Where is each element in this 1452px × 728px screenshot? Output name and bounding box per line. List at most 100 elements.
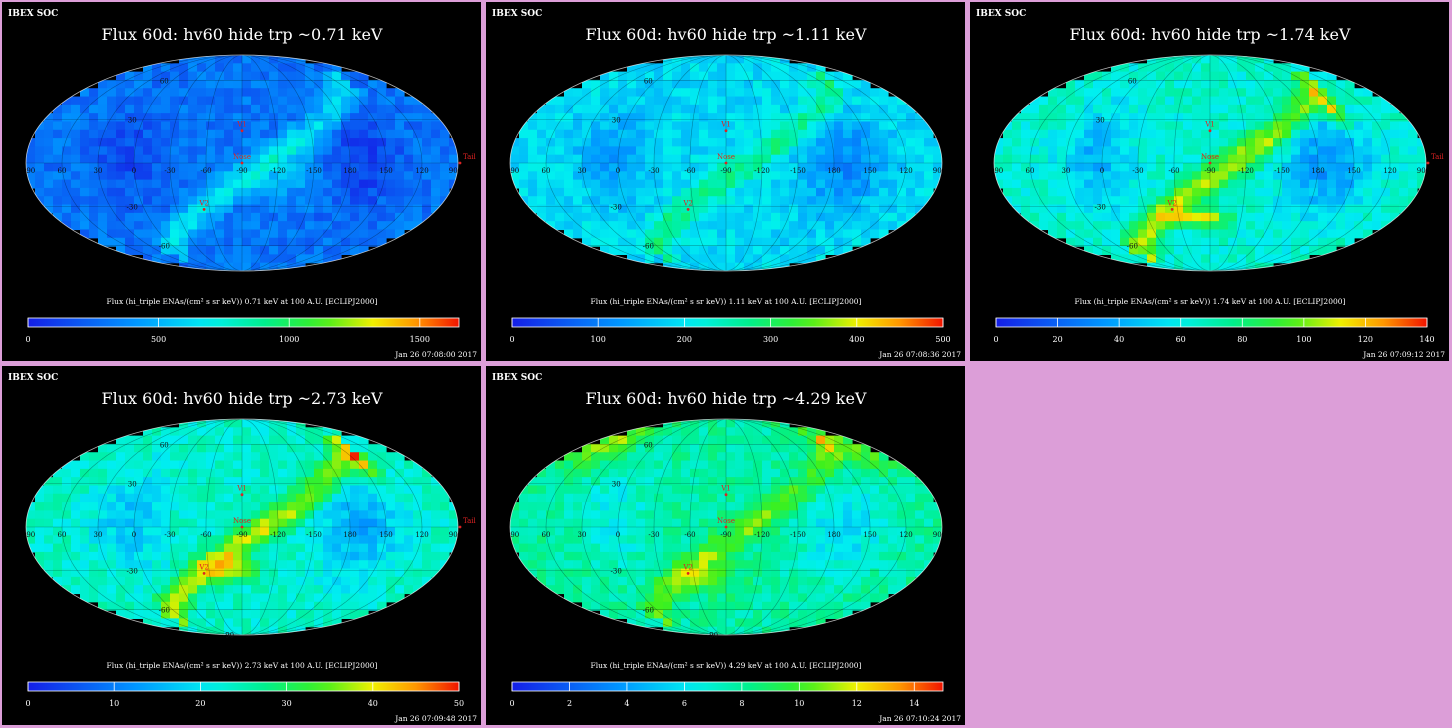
flux-pixel bbox=[1183, 146, 1193, 156]
flux-pixel bbox=[170, 163, 180, 172]
flux-pixel bbox=[1192, 262, 1202, 271]
flux-pixel bbox=[816, 121, 826, 131]
flux-pixel bbox=[224, 146, 234, 156]
flux-pixel bbox=[1156, 113, 1166, 123]
flux-pixel bbox=[1183, 246, 1193, 255]
flux-pixel bbox=[242, 55, 252, 64]
flux-pixel bbox=[897, 104, 907, 114]
flux-pixel bbox=[573, 88, 583, 98]
flux-pixel bbox=[26, 518, 36, 528]
flux-pixel bbox=[233, 204, 243, 214]
flux-pixel bbox=[1174, 179, 1184, 189]
flux-pixel bbox=[618, 576, 628, 586]
flux-pixel bbox=[573, 204, 583, 214]
flux-pixel bbox=[80, 129, 90, 139]
flux-pixel bbox=[1201, 221, 1211, 231]
flux-pixel bbox=[1075, 113, 1085, 123]
flux-pixel bbox=[1372, 212, 1382, 222]
flux-pixel bbox=[233, 493, 243, 503]
flux-pixel bbox=[1192, 63, 1202, 73]
flux-pixel bbox=[350, 510, 360, 520]
flux-pixel bbox=[26, 154, 36, 164]
flux-pixel bbox=[861, 468, 871, 478]
flux-pixel bbox=[834, 246, 844, 255]
flux-pixel bbox=[1327, 229, 1337, 239]
flux-pixel bbox=[1354, 154, 1364, 164]
flux-pixel bbox=[663, 212, 673, 222]
flux-pixel bbox=[296, 212, 306, 222]
flux-pixel bbox=[1183, 71, 1193, 81]
flux-pixel bbox=[735, 104, 745, 114]
flux-pixel bbox=[269, 502, 279, 511]
flux-pixel bbox=[35, 187, 45, 197]
flux-pixel bbox=[98, 527, 108, 536]
flux-pixel bbox=[26, 179, 36, 189]
flux-pixel bbox=[726, 568, 736, 578]
flux-pixel bbox=[672, 427, 682, 437]
flux-pixel bbox=[359, 71, 369, 81]
flux-pixel bbox=[582, 527, 592, 536]
flux-pixel bbox=[924, 163, 934, 172]
flux-pixel bbox=[62, 221, 72, 231]
flux-pixel bbox=[699, 146, 709, 156]
flux-pixel bbox=[206, 246, 216, 255]
flux-pixel bbox=[870, 104, 880, 114]
flux-pixel bbox=[897, 113, 907, 123]
flux-pixel bbox=[53, 543, 63, 553]
flux-pixel bbox=[762, 129, 772, 139]
flux-pixel bbox=[600, 96, 610, 106]
flux-pixel bbox=[1282, 212, 1292, 222]
flux-pixel bbox=[537, 502, 547, 511]
flux-pixel bbox=[404, 179, 414, 189]
flux-pixel bbox=[143, 560, 153, 570]
flux-pixel bbox=[897, 96, 907, 106]
flux-pixel bbox=[924, 154, 934, 164]
flux-pixel bbox=[305, 163, 315, 172]
flux-pixel bbox=[654, 212, 664, 222]
flux-pixel bbox=[89, 212, 99, 222]
flux-pixel bbox=[80, 146, 90, 156]
flux-pixel bbox=[564, 113, 574, 123]
flux-pixel bbox=[816, 246, 826, 255]
flux-pixel bbox=[591, 568, 601, 578]
flux-pixel bbox=[134, 593, 144, 603]
flux-pixel bbox=[422, 121, 432, 131]
flux-pixel bbox=[1129, 204, 1139, 214]
flux-pixel bbox=[555, 154, 565, 164]
flux-pixel bbox=[681, 196, 691, 206]
flux-pixel bbox=[197, 154, 207, 164]
flux-pixel bbox=[170, 129, 180, 139]
flux-pixel bbox=[71, 477, 81, 487]
flux-pixel bbox=[251, 171, 261, 181]
flux-pixel bbox=[861, 443, 871, 453]
flux-pixel bbox=[609, 104, 619, 114]
flux-pixel bbox=[206, 443, 216, 453]
flux-pixel bbox=[762, 551, 772, 561]
colorbar-tick-label: 10 bbox=[109, 699, 119, 708]
flux-pixel bbox=[645, 543, 655, 553]
flux-pixel bbox=[296, 221, 306, 231]
flux-pixel bbox=[690, 427, 700, 437]
flux-pixel bbox=[807, 113, 817, 123]
flux-pixel bbox=[395, 187, 405, 197]
flux-pixel bbox=[618, 527, 628, 536]
flux-pixel bbox=[287, 104, 297, 114]
flux-pixel bbox=[618, 435, 628, 445]
flux-pixel bbox=[350, 518, 360, 528]
flux-pixel bbox=[278, 138, 288, 147]
flux-pixel bbox=[663, 493, 673, 503]
flux-pixel bbox=[1066, 138, 1076, 147]
flux-pixel bbox=[269, 212, 279, 222]
flux-pixel bbox=[152, 187, 162, 197]
flux-pixel bbox=[591, 163, 601, 172]
flux-pixel bbox=[332, 576, 342, 586]
flux-pixel bbox=[825, 96, 835, 106]
flux-pixel bbox=[627, 138, 637, 147]
flux-pixel bbox=[609, 485, 619, 495]
flux-pixel bbox=[618, 468, 628, 478]
flux-pixel bbox=[1201, 179, 1211, 189]
flux-pixel bbox=[134, 146, 144, 156]
flux-pixel bbox=[879, 518, 889, 528]
flux-pixel bbox=[89, 527, 99, 536]
flux-pixel bbox=[546, 221, 556, 231]
